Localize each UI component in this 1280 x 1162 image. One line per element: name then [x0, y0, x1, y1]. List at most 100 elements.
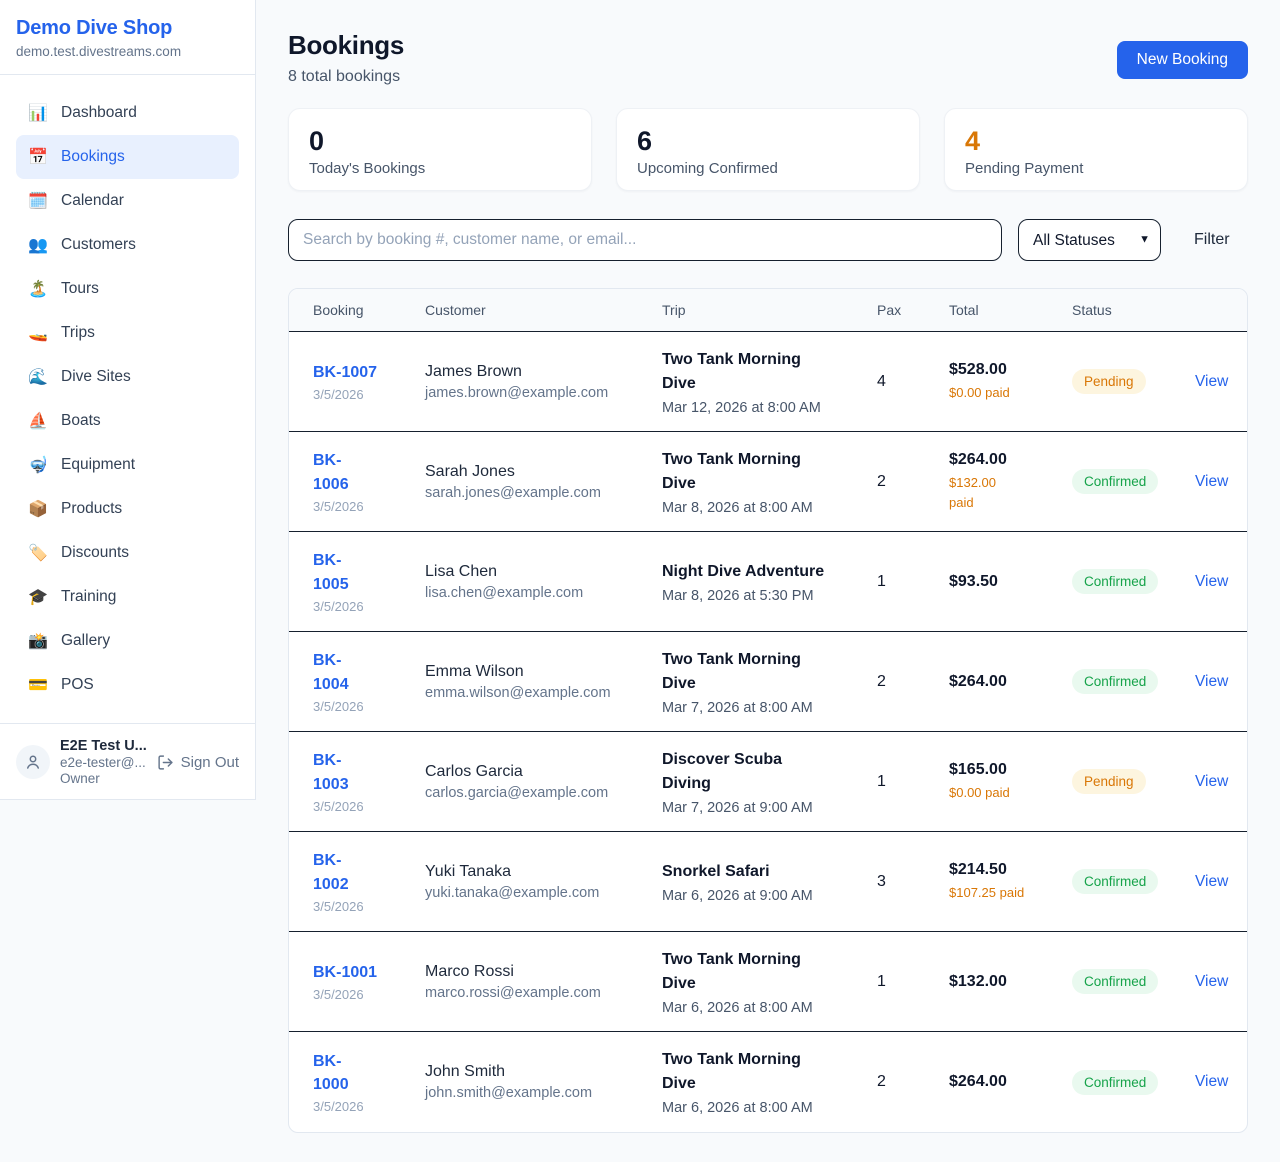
view-link[interactable]: View: [1195, 372, 1229, 390]
total-amount: $264.00: [949, 672, 1007, 690]
trip-datetime: Mar 7, 2026 at 9:00 AM: [662, 799, 813, 816]
sidebar-item-customers[interactable]: 👥 Customers: [16, 223, 239, 267]
view-link[interactable]: View: [1195, 472, 1229, 490]
customer-cell: Carlos Garcia carlos.garcia@example.com: [425, 763, 662, 801]
booking-date: 3/5/2026: [313, 898, 364, 914]
booking-number-link[interactable]: BK- 1002: [313, 852, 349, 893]
total-cell: $264.00: [949, 1073, 1072, 1091]
sidebar-item-gallery[interactable]: 📸 Gallery: [16, 619, 239, 663]
total-amount: $165.00: [949, 760, 1007, 778]
sidebar-item-dashboard[interactable]: 📊 Dashboard: [16, 91, 239, 135]
page-title: Bookings: [288, 30, 405, 60]
sidebar-item-calendar[interactable]: 🗓️ Calendar: [16, 179, 239, 223]
booking-cell: BK- 1004 3/5/2026: [313, 649, 425, 713]
stat-label: Today's Bookings: [309, 160, 426, 177]
status-badge: Confirmed: [1072, 869, 1159, 894]
brand-domain: demo.test.divestreams.com: [16, 44, 182, 59]
sign-out-button[interactable]: Sign Out: [157, 754, 239, 771]
pax-cell: 3: [877, 872, 886, 890]
total-amount: $93.50: [949, 572, 998, 590]
trip-cell: Two Tank Morning Dive Mar 6, 2026 at 8:0…: [662, 948, 877, 1016]
total-cell: $214.50 $107.25 paid: [949, 861, 1072, 903]
booking-number-link[interactable]: BK- 1004: [313, 652, 349, 693]
sidebar-item-products[interactable]: 📦 Products: [16, 487, 239, 531]
total-cell: $93.50: [949, 573, 1072, 591]
table-row: BK- 1004 3/5/2026 Emma Wilson emma.wilso…: [289, 632, 1247, 732]
actions-cell: View: [1195, 773, 1238, 791]
pax-cell: 1: [877, 572, 886, 590]
stat-value: 6: [637, 126, 653, 156]
page-header: Bookings 8 total bookings New Booking: [288, 30, 1248, 86]
sidebar-item-equipment[interactable]: 🤿 Equipment: [16, 443, 239, 487]
view-link[interactable]: View: [1195, 572, 1229, 590]
customer-cell: John Smith john.smith@example.com: [425, 1063, 662, 1101]
view-link[interactable]: View: [1195, 672, 1229, 690]
status-badge: Confirmed: [1072, 1069, 1159, 1095]
booking-number-link[interactable]: BK- 1003: [313, 752, 349, 793]
sidebar-item-label: Training: [61, 588, 117, 605]
user-icon: [24, 753, 42, 771]
customer-email: carlos.garcia@example.com: [425, 784, 609, 801]
trip-name: Discover Scuba Diving: [662, 750, 783, 792]
customer-email: lisa.chen@example.com: [425, 584, 584, 601]
sidebar: Demo Dive Shop demo.test.divestreams.com…: [0, 0, 256, 800]
booking-number-link[interactable]: BK-1007: [313, 363, 378, 381]
trip-datetime: Mar 6, 2026 at 9:00 AM: [662, 887, 813, 904]
status-select[interactable]: All Statuses: [1018, 219, 1161, 261]
trip-datetime: Mar 6, 2026 at 8:00 AM: [662, 999, 813, 1016]
table-row: BK-1001 3/5/2026 Marco Rossi marco.rossi…: [289, 932, 1247, 1032]
customer-cell: Sarah Jones sarah.jones@example.com: [425, 463, 662, 501]
view-link[interactable]: View: [1195, 972, 1229, 990]
total-amount: $132.00: [949, 972, 1007, 990]
sidebar-item-label: Tours: [61, 280, 99, 297]
paid-amount: $132.00 paid: [949, 475, 996, 510]
total-amount: $264.00: [949, 451, 1007, 468]
sidebar-item-trips[interactable]: 🚤 Trips: [16, 311, 239, 355]
sidebar-item-label: Equipment: [61, 456, 136, 473]
sidebar-item-pos[interactable]: 💳 POS: [16, 663, 239, 707]
booking-number-link[interactable]: BK-1001: [313, 963, 378, 981]
booking-date: 3/5/2026: [313, 387, 364, 403]
status-badge: Pending: [1072, 369, 1146, 394]
new-booking-button[interactable]: New Booking: [1116, 41, 1248, 79]
trip-name: Two Tank Morning Dive: [662, 350, 801, 392]
sidebar-item-label: Dive Sites: [61, 368, 131, 385]
booking-number-link[interactable]: BK- 1005: [313, 552, 349, 593]
sidebar-item-bookings[interactable]: 📅 Bookings: [16, 135, 239, 179]
booking-cell: BK- 1003 3/5/2026: [313, 749, 425, 813]
sidebar-item-label: POS: [61, 676, 94, 693]
stat-card-upcoming-confirmed: 6 Upcoming Confirmed: [616, 108, 920, 191]
sidebar-item-dive-sites[interactable]: 🌊 Dive Sites: [16, 355, 239, 399]
trip-cell: Two Tank Morning Dive Mar 7, 2026 at 8:0…: [662, 648, 877, 716]
booking-cell: BK-1007 3/5/2026: [313, 361, 425, 402]
view-link[interactable]: View: [1195, 1073, 1229, 1090]
sidebar-item-label: Calendar: [61, 192, 124, 209]
paid-amount: $0.00 paid: [949, 384, 1010, 400]
page-subtitle: 8 total bookings: [288, 68, 401, 85]
gallery-icon: 📸: [28, 633, 48, 650]
sidebar-item-discounts[interactable]: 🏷️ Discounts: [16, 531, 239, 575]
status-badge: Confirmed: [1072, 669, 1159, 694]
actions-cell: View: [1195, 673, 1238, 691]
sidebar-item-training[interactable]: 🎓 Training: [16, 575, 239, 619]
status-cell: Confirmed: [1072, 969, 1195, 994]
column-header-total: Total: [949, 302, 979, 318]
booking-date: 3/5/2026: [313, 798, 364, 814]
view-link[interactable]: View: [1195, 772, 1229, 790]
booking-number-link[interactable]: BK- 1000: [313, 1052, 349, 1093]
sidebar-item-tours[interactable]: 🏝️ Tours: [16, 267, 239, 311]
stat-label: Upcoming Confirmed: [637, 160, 778, 177]
stats-row: 0 Today's Bookings 6 Upcoming Confirmed …: [288, 108, 1248, 191]
view-link[interactable]: View: [1195, 872, 1229, 890]
sidebar-item-boats[interactable]: ⛵ Boats: [16, 399, 239, 443]
booking-number-link[interactable]: BK- 1006: [313, 452, 349, 493]
booking-cell: BK- 1005 3/5/2026: [313, 549, 425, 613]
user-info: E2E Test U... e2e-tester@... Owner: [60, 738, 147, 786]
search-input[interactable]: [288, 219, 1002, 261]
customer-name: Yuki Tanaka: [425, 862, 511, 880]
filter-button[interactable]: Filter: [1194, 231, 1230, 248]
column-header-booking: Booking: [313, 302, 364, 318]
trip-name: Two Tank Morning Dive: [662, 450, 801, 492]
booking-date: 3/5/2026: [313, 598, 364, 614]
booking-cell: BK- 1000 3/5/2026: [313, 1050, 425, 1114]
